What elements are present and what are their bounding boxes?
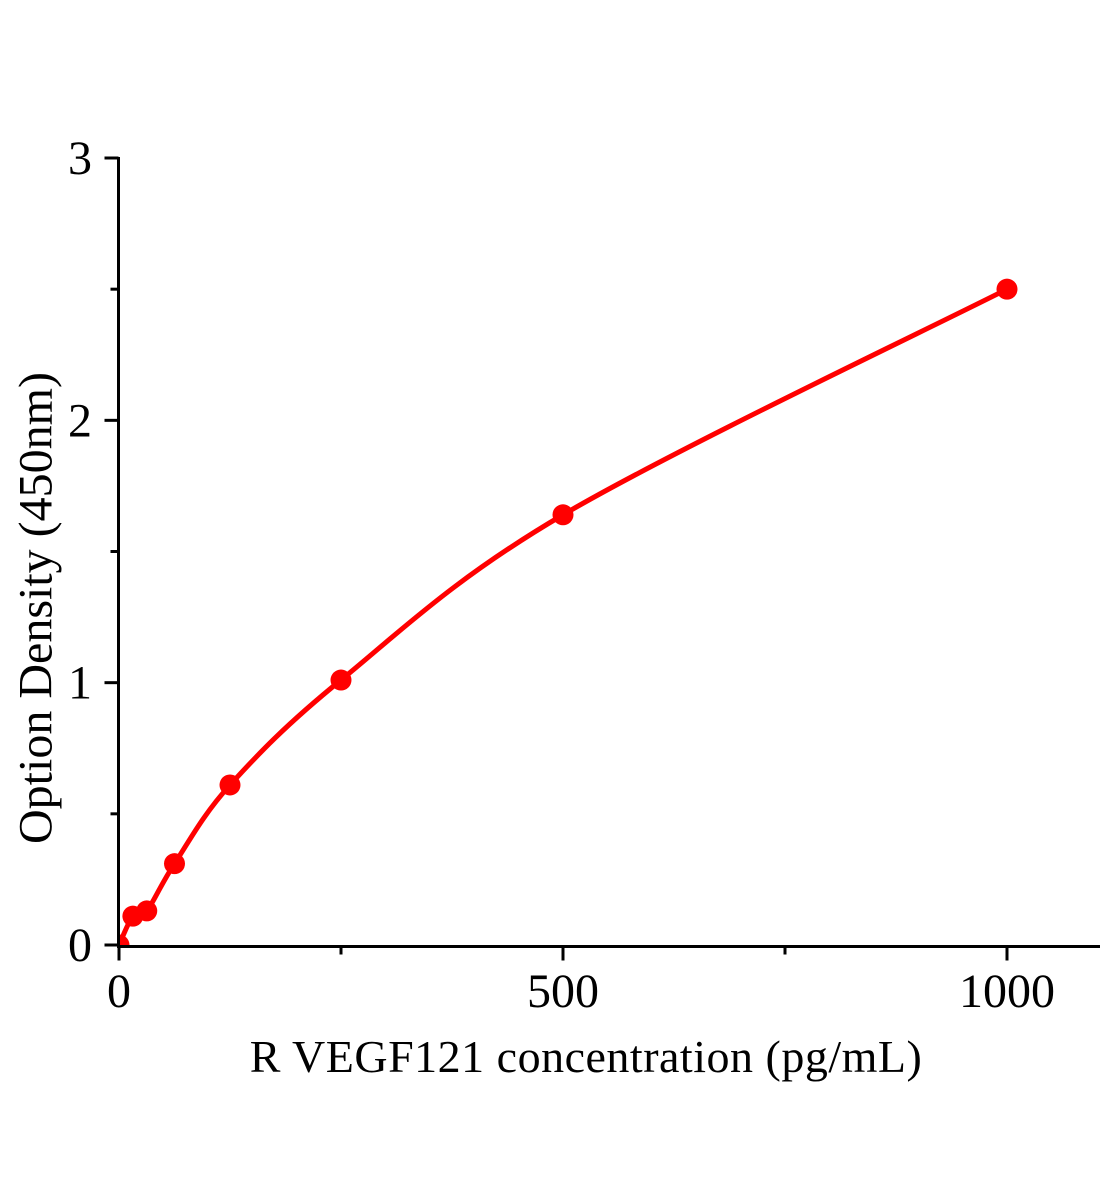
data-point — [330, 669, 352, 691]
data-point — [552, 504, 574, 526]
y-tick-label: 0 — [68, 919, 92, 972]
data-point — [219, 774, 241, 796]
data-point — [120, 934, 130, 945]
data-point — [996, 278, 1018, 300]
x-axis-title: R VEGF121 concentration (pg/mL) — [249, 1031, 923, 1082]
x-tick-label: 0 — [107, 965, 131, 1018]
y-axis-title: Option Density (450nm) — [9, 372, 63, 844]
y-tick-label: 3 — [68, 132, 92, 185]
data-point — [164, 853, 185, 875]
x-tick-label: 500 — [527, 965, 599, 1018]
y-tick-label: 2 — [68, 394, 92, 447]
x-tick-label: 1000 — [959, 965, 1055, 1018]
y-tick-label: 1 — [68, 657, 92, 710]
standard-curve-line — [120, 286, 1010, 945]
data-layer — [120, 278, 1018, 945]
data-point — [136, 900, 158, 922]
